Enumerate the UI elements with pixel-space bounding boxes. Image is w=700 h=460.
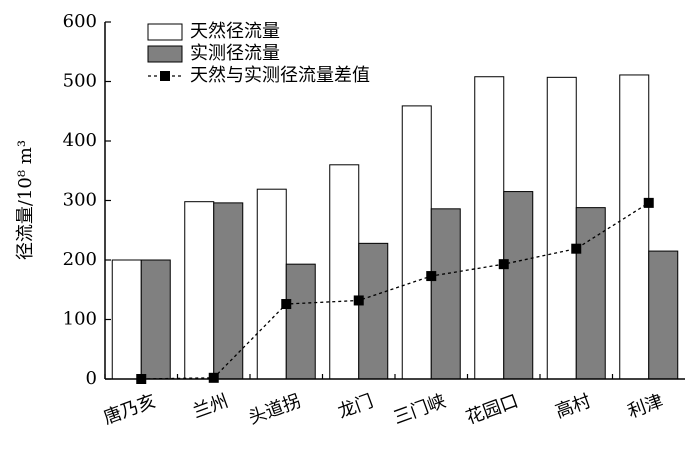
bar (285, 263, 316, 380)
y-tick-label: 600 (63, 11, 97, 32)
marker (426, 271, 437, 282)
marker (353, 295, 364, 306)
x-tick-label: 兰州 (190, 391, 231, 423)
bar (575, 207, 606, 380)
legend-label: 天然径流量 (190, 21, 280, 42)
bar (111, 259, 142, 380)
marker (571, 243, 582, 254)
bar (430, 208, 461, 380)
x-tick-label: 唐乃亥 (101, 391, 159, 429)
legend-marker (160, 71, 170, 81)
x-tick-label: 高村 (553, 391, 594, 423)
bar (358, 242, 389, 380)
x-tick-label: 头道拐 (246, 391, 304, 429)
x-tick-label: 花园口 (463, 391, 521, 429)
bar (503, 191, 534, 380)
y-axis-label: 径流量/10⁸ m³ (15, 140, 36, 260)
legend-swatch (147, 23, 183, 41)
marker (643, 197, 654, 208)
bar (474, 76, 505, 380)
x-tick-label: 利津 (625, 391, 666, 423)
bar (140, 259, 171, 380)
bar (546, 76, 577, 380)
legend-label: 实测径流量 (190, 43, 280, 64)
bar (184, 201, 215, 380)
legend-label: 天然与实测径流量差值 (190, 65, 370, 86)
bar (256, 188, 287, 380)
y-tick-label: 500 (63, 71, 97, 92)
bar (401, 105, 432, 380)
x-tick-label: 三门峡 (391, 391, 449, 429)
y-tick-label: 200 (63, 249, 97, 270)
marker (281, 299, 292, 310)
y-tick-label: 100 (63, 309, 97, 330)
bar (213, 202, 244, 380)
bar (329, 164, 360, 380)
y-tick-label: 300 (63, 190, 97, 211)
bar (619, 74, 650, 380)
marker (498, 259, 509, 270)
marker (208, 372, 219, 383)
x-tick-label: 龙门 (335, 391, 376, 423)
bar (648, 250, 679, 380)
legend-swatch (147, 45, 183, 63)
y-tick-label: 400 (63, 130, 97, 151)
y-tick-label: 0 (86, 368, 97, 389)
